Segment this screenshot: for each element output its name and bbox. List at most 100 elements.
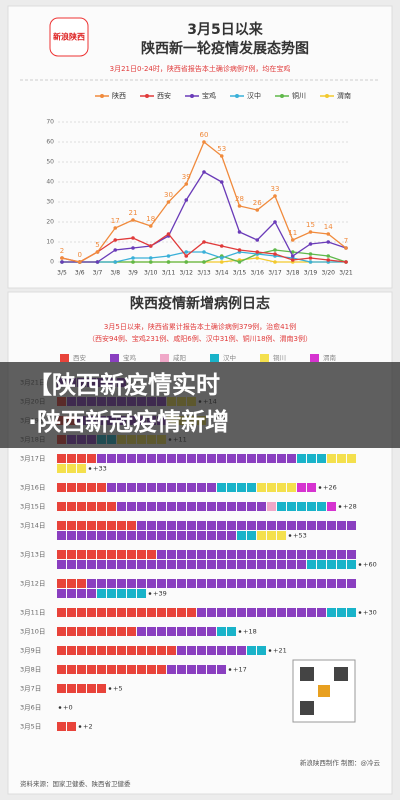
case-square (127, 589, 136, 598)
case-square (307, 560, 316, 569)
legend-marker (325, 94, 329, 98)
case-square (257, 531, 266, 540)
case-square (77, 464, 86, 473)
case-square (87, 454, 96, 463)
log-summary: 3月5日以来，陕西省累计报告本土确诊病例379例，治愈41例 (104, 322, 296, 331)
total-label: +17 (233, 666, 247, 674)
total-label: +30 (363, 609, 377, 617)
point (308, 230, 313, 234)
qr-logo (318, 685, 330, 697)
case-square (157, 483, 166, 492)
point (308, 260, 313, 264)
case-square (67, 608, 76, 617)
case-square (97, 684, 106, 693)
case-square (207, 627, 216, 636)
case-square (137, 550, 146, 559)
label-dot (358, 563, 362, 566)
case-square (57, 684, 66, 693)
point (202, 170, 206, 174)
case-square (187, 665, 196, 674)
case-square (237, 579, 246, 588)
point (131, 260, 135, 264)
case-square (177, 627, 186, 636)
case-square (127, 627, 136, 636)
case-square (87, 684, 96, 693)
case-square (167, 454, 176, 463)
case-square (67, 560, 76, 569)
case-square (197, 550, 206, 559)
case-square (317, 502, 326, 511)
case-square (307, 521, 316, 530)
x-tick-label: 3/14 (215, 270, 229, 277)
case-square (137, 608, 146, 617)
case-square (107, 521, 116, 530)
point (255, 256, 260, 260)
legend-label: 西安 (73, 353, 87, 362)
x-tick-label: 3/18 (286, 270, 300, 277)
label-dot (58, 706, 62, 709)
point (95, 260, 100, 264)
case-square (187, 521, 196, 530)
case-square (107, 560, 116, 569)
banner-text: ·陕西新冠疫情新增 (28, 408, 229, 436)
case-square (257, 579, 266, 588)
case-square (327, 454, 336, 463)
label-dot (78, 725, 82, 728)
case-square (197, 579, 206, 588)
point (131, 256, 135, 260)
data-label: 39 (182, 173, 191, 181)
case-square (137, 531, 146, 540)
case-square (167, 550, 176, 559)
case-square (187, 627, 196, 636)
case-square (147, 483, 156, 492)
case-square (87, 502, 96, 511)
case-square (177, 454, 186, 463)
case-square (157, 560, 166, 569)
case-square (307, 454, 316, 463)
case-square (147, 608, 156, 617)
case-square (237, 646, 246, 655)
point (202, 240, 206, 244)
y-tick-label: 60 (46, 139, 54, 146)
date-label: 3月8日 (20, 666, 41, 674)
case-square (237, 531, 246, 540)
case-square (237, 454, 246, 463)
x-tick-label: 3/12 (180, 270, 194, 277)
case-square (157, 608, 166, 617)
point (290, 254, 295, 258)
date-label: 3月5日 (20, 723, 41, 731)
case-square (77, 550, 86, 559)
case-square (197, 483, 206, 492)
point (273, 260, 277, 264)
point (131, 246, 135, 250)
x-tick-label: 3/7 (93, 270, 103, 277)
case-square (107, 627, 116, 636)
case-square (327, 521, 336, 530)
case-square (87, 550, 96, 559)
point (326, 232, 331, 236)
point (219, 154, 224, 158)
date-label: 3月6日 (20, 704, 41, 712)
case-square (127, 665, 136, 674)
legend-marker (190, 94, 194, 98)
case-square (307, 483, 316, 492)
case-square (347, 550, 356, 559)
case-square (67, 722, 76, 731)
case-square (147, 454, 156, 463)
case-square (247, 550, 256, 559)
case-square (197, 521, 206, 530)
y-tick-label: 40 (46, 179, 54, 186)
x-tick-label: 3/20 (322, 270, 336, 277)
case-square (117, 560, 126, 569)
case-square (347, 521, 356, 530)
point (344, 260, 348, 264)
case-square (57, 502, 66, 511)
data-label: 30 (164, 191, 173, 199)
case-square (117, 521, 126, 530)
case-square (97, 454, 106, 463)
source: 资料来源：国家卫健委、陕西省卫健委 (20, 779, 131, 788)
label-dot (338, 505, 342, 508)
point (77, 260, 82, 264)
